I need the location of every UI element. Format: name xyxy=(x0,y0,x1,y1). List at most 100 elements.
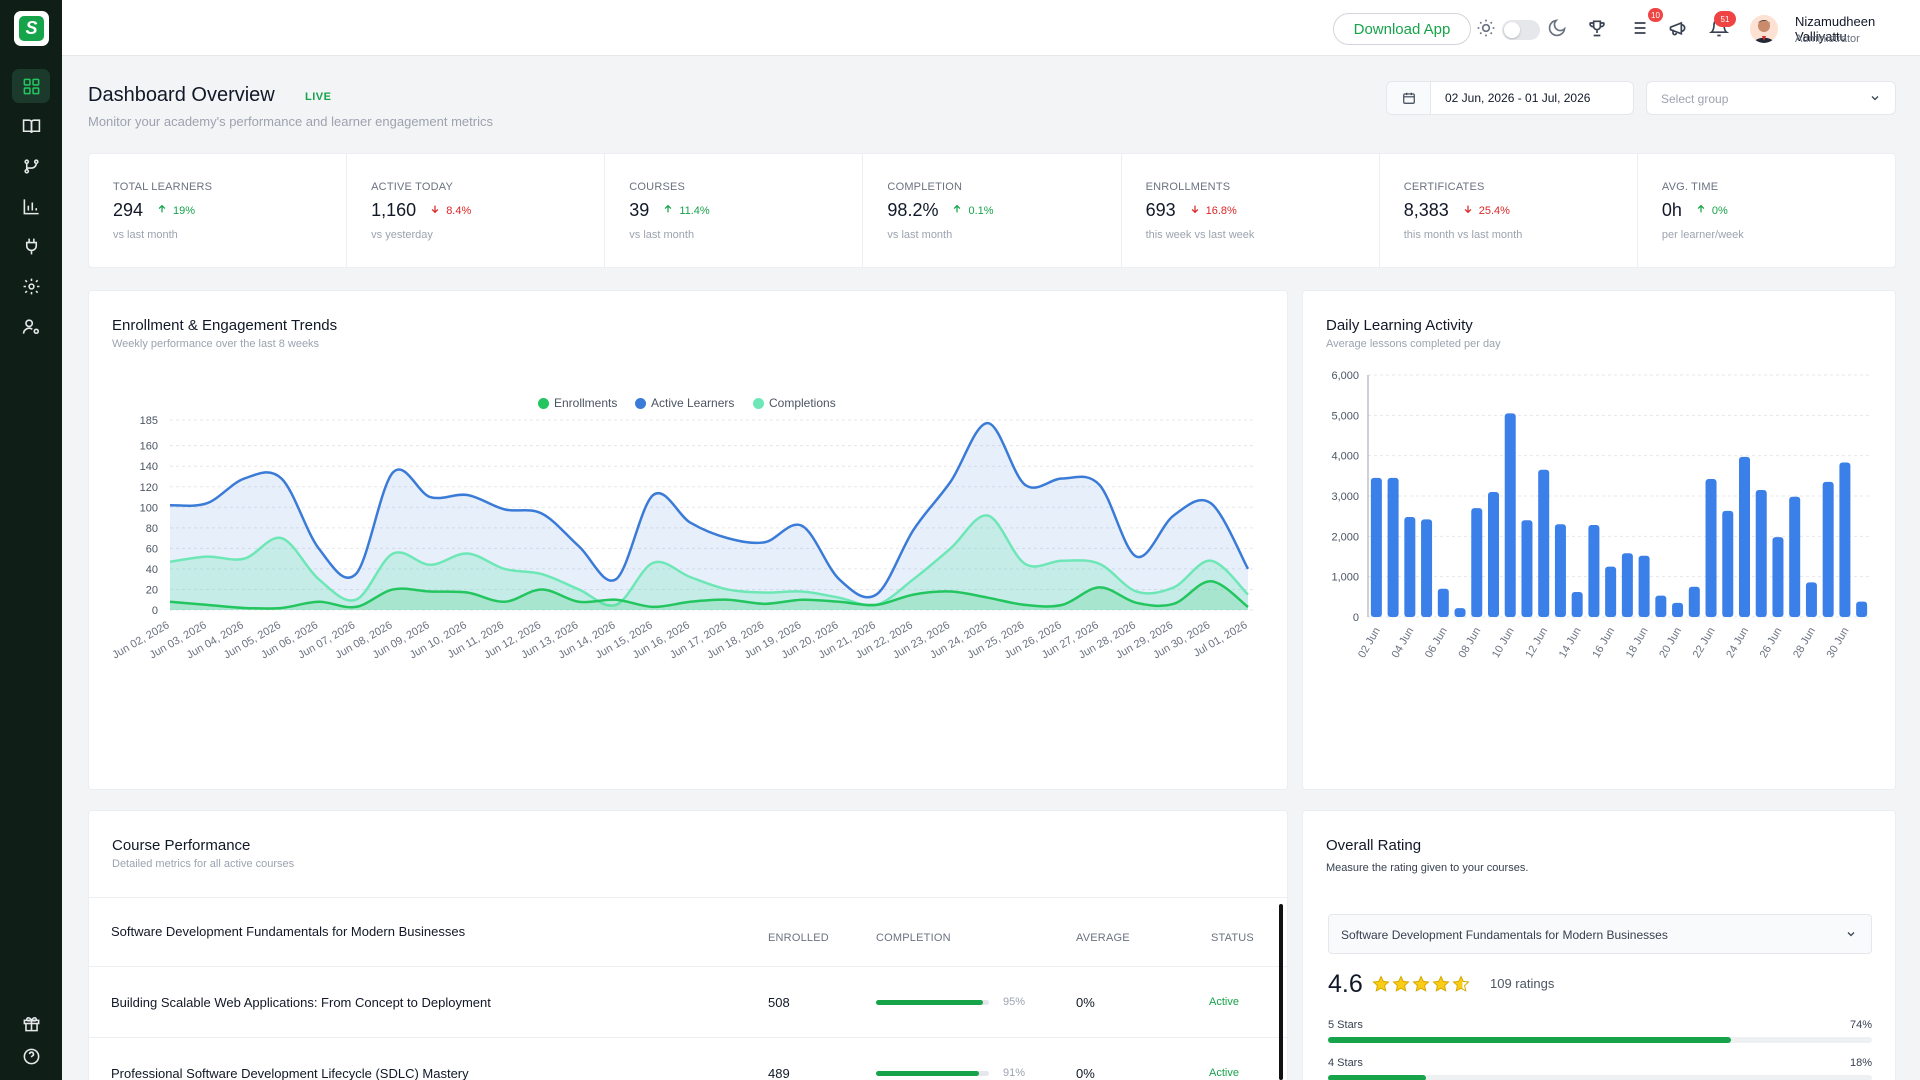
course-performance-card: Course Performance Detailed metrics for … xyxy=(88,810,1288,1080)
theme-toggle[interactable] xyxy=(1502,20,1540,40)
completion-percent: 91% xyxy=(1003,1067,1026,1079)
activity-bar[interactable] xyxy=(1705,479,1717,617)
activity-bar[interactable] xyxy=(1672,602,1684,617)
x-tick-label: 24 Jun xyxy=(1724,626,1751,661)
activity-bar[interactable] xyxy=(1789,496,1801,617)
moon-icon[interactable] xyxy=(1547,18,1567,38)
kpi-label: TOTAL LEARNERS xyxy=(113,181,213,193)
activity-bar[interactable] xyxy=(1387,477,1399,617)
activity-bar[interactable] xyxy=(1655,595,1667,617)
trend-card-subtitle: Weekly performance over the last 8 weeks xyxy=(112,338,320,350)
nav-settings[interactable] xyxy=(12,269,50,303)
nav-dashboard[interactable] xyxy=(12,69,50,103)
activity-bar[interactable] xyxy=(1739,456,1750,617)
course-name[interactable]: Building Scalable Web Applications: From… xyxy=(111,995,491,1010)
activity-bar[interactable] xyxy=(1805,582,1817,617)
series-line-enrollments[interactable] xyxy=(169,579,1249,610)
kpi-change: 0.1% xyxy=(952,204,994,217)
activity-bar[interactable] xyxy=(1722,510,1734,617)
series-line-active-learners[interactable] xyxy=(169,421,1250,599)
download-app-button[interactable]: Download App xyxy=(1333,13,1471,45)
page-subtitle: Monitor your academy's performance and l… xyxy=(88,114,493,129)
activity-bar[interactable] xyxy=(1688,586,1700,617)
gear-icon xyxy=(23,278,39,294)
activity-bar[interactable] xyxy=(1437,588,1449,617)
activity-bar[interactable] xyxy=(1822,481,1834,617)
date-range-picker[interactable]: 02 Jun, 2026 - 01 Jul, 2026 xyxy=(1386,81,1634,115)
megaphone-icon[interactable] xyxy=(1668,18,1688,38)
rating-card-title: Overall Rating xyxy=(1326,837,1422,854)
activity-bar[interactable] xyxy=(1755,489,1767,617)
series-line-completions[interactable] xyxy=(169,514,1249,607)
nav-gifts[interactable] xyxy=(12,1006,50,1040)
activity-chart[interactable]: 0 1,000 2,000 3,000 4,000 5,000 6,000 02 Jun 04 … xyxy=(1302,290,1896,790)
col-status[interactable]: STATUS xyxy=(1211,932,1254,944)
app-logo[interactable]: S xyxy=(14,11,49,46)
table-scrollbar[interactable] xyxy=(1279,904,1283,1080)
activity-bar[interactable] xyxy=(1404,516,1416,617)
col-completion[interactable]: COMPLETION xyxy=(876,932,951,944)
kpi-change: 11.4% xyxy=(663,204,710,217)
avatar[interactable] xyxy=(1750,15,1778,43)
nav-reports[interactable] xyxy=(12,189,50,223)
list-icon[interactable] xyxy=(1628,18,1648,38)
activity-bar[interactable] xyxy=(1638,555,1650,617)
legend-item[interactable]: Active Learners xyxy=(635,396,734,410)
activity-bar[interactable] xyxy=(1538,469,1550,617)
kpi-change: 0% xyxy=(1696,204,1728,217)
legend-item[interactable]: Completions xyxy=(753,396,836,410)
activity-bar[interactable] xyxy=(1588,525,1600,617)
nav-paths[interactable] xyxy=(12,149,50,183)
course-name[interactable]: Professional Software Development Lifecy… xyxy=(111,1066,469,1080)
col-average[interactable]: AVERAGE xyxy=(1076,932,1130,944)
activity-card-subtitle: Average lessons completed per day xyxy=(1326,338,1501,350)
activity-bar[interactable] xyxy=(1772,537,1784,617)
activity-bar[interactable] xyxy=(1370,477,1382,617)
nav-integrations[interactable] xyxy=(12,229,50,263)
activity-bar[interactable] xyxy=(1521,520,1533,617)
kpi-subtext: vs yesterday xyxy=(371,229,433,241)
nav-help[interactable] xyxy=(12,1039,50,1073)
kpi-label: CERTIFICATES xyxy=(1403,181,1485,193)
kpi-change: 16.8% xyxy=(1190,204,1237,217)
gift-icon xyxy=(23,1016,39,1031)
legend-item[interactable]: Enrollments xyxy=(538,396,617,410)
kpi-value: 39 xyxy=(629,200,650,220)
completion-percent: 95% xyxy=(1003,996,1026,1008)
course-name[interactable]: Software Development Fundamentals for Mo… xyxy=(111,924,466,939)
activity-bar[interactable] xyxy=(1421,519,1433,617)
y-tick-label: 0 xyxy=(152,605,158,617)
kpi-row: TOTAL LEARNERS 294 19% vs last month ACT… xyxy=(88,153,1896,268)
y-tick-label: 100 xyxy=(140,502,158,514)
series-area-completions xyxy=(170,515,1248,610)
nav-users[interactable] xyxy=(12,309,50,343)
col-enrolled[interactable]: ENROLLED xyxy=(768,932,829,944)
activity-bar[interactable] xyxy=(1605,566,1617,617)
trophy-icon[interactable] xyxy=(1587,18,1607,38)
group-select[interactable]: Select group xyxy=(1646,81,1896,115)
activity-bar[interactable] xyxy=(1488,491,1499,617)
activity-bar[interactable] xyxy=(1454,608,1466,617)
course-card-title: Course Performance xyxy=(112,837,251,854)
legend-dot xyxy=(753,397,764,409)
activity-bar[interactable] xyxy=(1504,413,1516,617)
activity-bar[interactable] xyxy=(1554,524,1566,617)
activity-bar[interactable] xyxy=(1839,462,1851,617)
kpi-value: 8,383 xyxy=(1403,200,1449,220)
bar-chart-icon xyxy=(23,198,39,214)
arrow-down-icon xyxy=(1463,204,1473,217)
nav-courses[interactable] xyxy=(12,109,50,143)
activity-bar[interactable] xyxy=(1856,601,1868,617)
activity-bar[interactable] xyxy=(1621,553,1633,617)
rating-breakdown-bar xyxy=(1328,1075,1872,1080)
activity-bar[interactable] xyxy=(1571,591,1583,617)
kpi-card: ACTIVE TODAY 1,160 8.4% vs yesterday xyxy=(347,154,606,267)
grid-icon xyxy=(23,78,39,94)
sun-icon[interactable] xyxy=(1476,18,1496,38)
star-icon xyxy=(1372,975,1390,992)
y-tick-label: 140 xyxy=(140,461,158,473)
activity-bar[interactable] xyxy=(1471,508,1483,617)
rating-course-select[interactable]: Software Development Fundamentals for Mo… xyxy=(1328,914,1872,954)
calendar-button[interactable] xyxy=(1387,82,1431,114)
